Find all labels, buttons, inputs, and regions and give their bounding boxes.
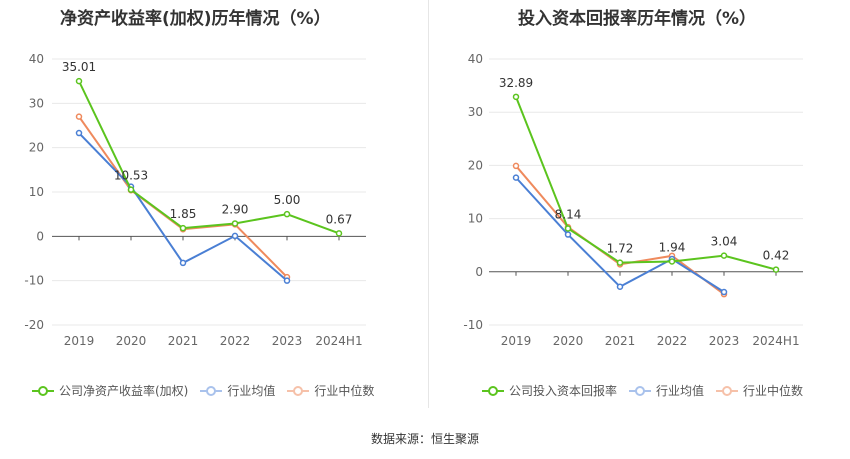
data-point-company — [668, 258, 676, 265]
charts-canvas: 40 30 20 10 0 -10 -20 2019 2020 2021 2022 2023 2024H… — [24, 52, 803, 348]
y-tick-label: 40 — [29, 52, 44, 66]
x-tick-label: 2023 — [272, 334, 303, 348]
x-tick-label: 2020 — [116, 334, 147, 348]
data-point-company — [772, 266, 780, 273]
legend-label-industry-median: 行业中位数 — [314, 384, 375, 398]
series-line-company — [515, 96, 777, 271]
data-source-note: 数据来源：恒生聚源 — [370, 432, 479, 446]
legend-item-industry-median[interactable]: 行业中位数 — [716, 382, 803, 399]
data-label: 2.90 — [222, 202, 249, 216]
series-line-company — [78, 80, 340, 235]
data-point-industry-avg — [75, 129, 83, 137]
data-label: 0.42 — [763, 249, 790, 263]
legend-label-industry-avg: 行业均值 — [656, 384, 705, 398]
y-tick-label: -10 — [463, 318, 483, 332]
x-tick-label: 2023 — [709, 334, 740, 348]
legend-label-company: 公司投入资本回报率 — [509, 384, 618, 398]
data-point-company — [512, 93, 520, 101]
data-point-industry-avg — [720, 288, 728, 296]
y-tick-label: -10 — [24, 274, 44, 288]
data-point-industry-median — [75, 113, 83, 120]
y-tick-label: 10 — [468, 212, 483, 226]
chart-title-roic: 投入资本回报率历年情况（%） — [518, 9, 757, 29]
legend-label-industry-median: 行业中位数 — [743, 384, 804, 398]
data-point-company — [564, 225, 572, 232]
y-tick-label: 0 — [475, 265, 483, 279]
legend-swatch-industry-avg — [629, 385, 652, 396]
y-tick-label: 30 — [29, 96, 44, 110]
x-tick-label: 2021 — [605, 334, 636, 348]
x-tick-label: 2019 — [501, 334, 532, 348]
legend-swatch-company — [32, 385, 54, 396]
x-tick-label: 2020 — [553, 334, 584, 348]
y-tick-label: 10 — [29, 185, 44, 199]
data-label: 10.53 — [114, 169, 148, 183]
y-tick-label: 20 — [29, 141, 44, 155]
y-tick-label: 40 — [468, 52, 483, 66]
data-label: 1.72 — [607, 242, 634, 256]
legend-label-industry-avg: 行业均值 — [227, 384, 276, 398]
x-tick-label: 2019 — [64, 334, 95, 348]
data-point-company — [231, 220, 239, 227]
data-point-industry-avg — [512, 174, 520, 181]
legend-swatch-industry-avg — [200, 385, 223, 396]
y-tick-label: 0 — [36, 229, 44, 243]
y-tick-label: -20 — [24, 318, 44, 332]
x-tick-label: 2022 — [657, 334, 688, 348]
panel-divider — [428, 0, 429, 408]
data-label: 3.04 — [711, 235, 738, 249]
data-label: 5.00 — [274, 193, 301, 207]
data-point-company — [75, 77, 83, 85]
legend-swatch-industry-median — [287, 385, 310, 396]
data-point-company — [127, 186, 135, 193]
data-point-company — [616, 259, 624, 266]
data-point-company — [335, 230, 343, 237]
legend-swatch-company — [482, 385, 504, 396]
legend-swatch-industry-median — [716, 385, 739, 396]
data-label: 1.85 — [170, 207, 197, 221]
data-point-company — [283, 210, 291, 218]
legend-item-company-roe[interactable]: 公司净资产收益率(加权) — [32, 382, 188, 399]
x-tick-label: 2024H1 — [315, 334, 362, 348]
data-point-industry-median — [512, 162, 520, 170]
x-tick-label: 2022 — [220, 334, 251, 348]
data-label: 0.67 — [326, 212, 353, 226]
data-point-industry-avg — [231, 232, 239, 240]
y-tick-label: 30 — [468, 105, 483, 119]
data-point-company — [720, 252, 728, 259]
x-tick-label: 2024H1 — [752, 334, 799, 348]
legend-item-industry-avg[interactable]: 行业均值 — [200, 382, 275, 399]
legend-label-company: 公司净资产收益率(加权) — [59, 384, 189, 398]
data-point-industry-avg — [564, 231, 572, 238]
chart-title-roe: 净资产收益率(加权)历年情况（%） — [60, 9, 331, 29]
data-point-industry-avg — [283, 277, 291, 284]
legend-roe: 公司净资产收益率(加权) 行业均值 行业中位数 — [32, 382, 386, 399]
x-tick-label: 2021 — [168, 334, 199, 348]
data-label: 32.89 — [499, 76, 533, 90]
data-label: 35.01 — [62, 60, 96, 74]
legend-roic: 公司投入资本回报率 行业均值 行业中位数 — [482, 382, 815, 399]
legend-item-industry-median[interactable]: 行业中位数 — [287, 382, 374, 399]
legend-item-company-roic[interactable]: 公司投入资本回报率 — [482, 382, 617, 399]
y-tick-label: 20 — [468, 158, 483, 172]
data-label: 1.94 — [659, 240, 686, 254]
data-label: 8.14 — [555, 207, 582, 221]
data-point-industry-avg — [179, 259, 187, 267]
legend-item-industry-avg[interactable]: 行业均值 — [629, 382, 704, 399]
data-point-industry-avg — [616, 283, 624, 290]
data-point-company — [179, 224, 187, 232]
